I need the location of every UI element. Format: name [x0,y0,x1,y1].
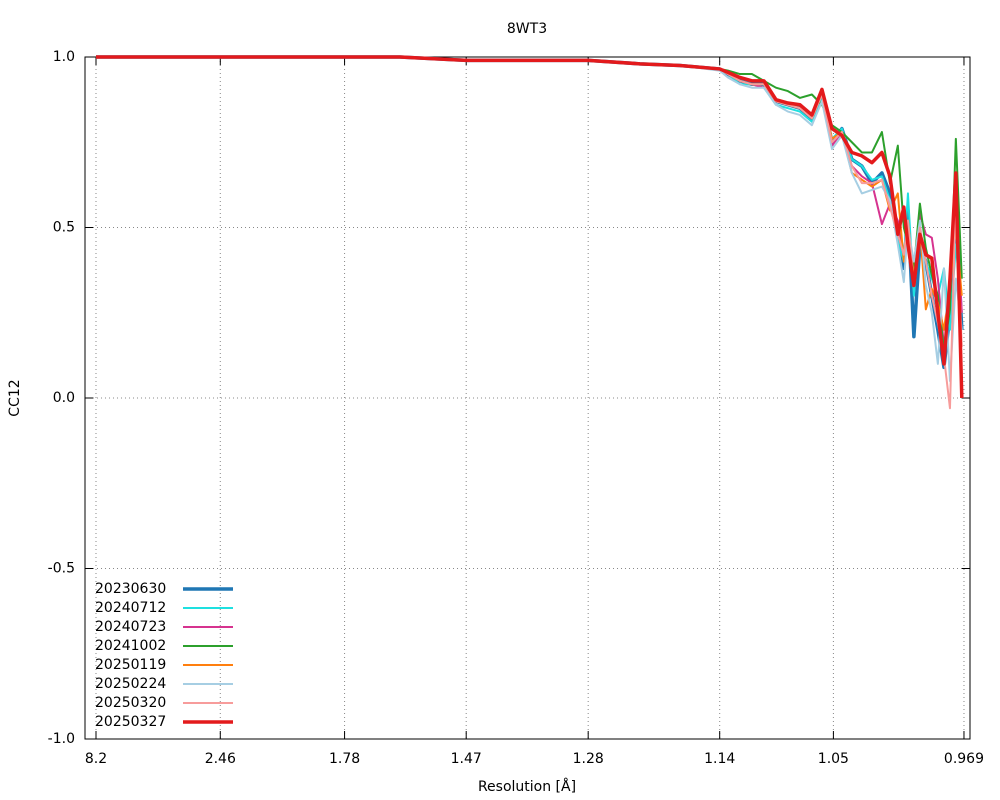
x-tick-label: 1.28 [573,751,604,767]
legend-label: 20230630 [95,581,166,597]
x-tick-label: 1.05 [818,751,849,767]
chart-title: 8WT3 [507,21,547,37]
y-tick-label: 0.5 [53,220,75,236]
legend-label: 20250320 [95,695,166,711]
plot-frame [84,56,971,740]
data-line [95,55,964,399]
x-tick-label: 1.78 [329,751,360,767]
legend-label: 20250327 [95,714,166,730]
x-tick-label: 1.47 [451,751,482,767]
y-tick-label: -0.5 [48,561,75,577]
legend-label: 20241002 [95,638,166,654]
legend-label: 20240723 [95,619,166,635]
legend-label: 20250119 [95,657,166,673]
y-tick-label: -1.0 [48,731,75,747]
legend-label: 20240712 [95,600,166,616]
x-axis-label: Resolution [Å] [478,778,576,795]
y-tick-label: 1.0 [53,49,75,65]
x-tick-label: 2.46 [205,751,236,767]
x-tick-label: 0.969 [944,751,984,767]
y-tick-label: 0.0 [53,390,75,406]
y-axis-label: CC12 [7,379,23,416]
x-tick-label: 8.2 [85,751,107,767]
legend-label: 20250224 [95,676,166,692]
x-tick-label: 1.14 [704,751,735,767]
